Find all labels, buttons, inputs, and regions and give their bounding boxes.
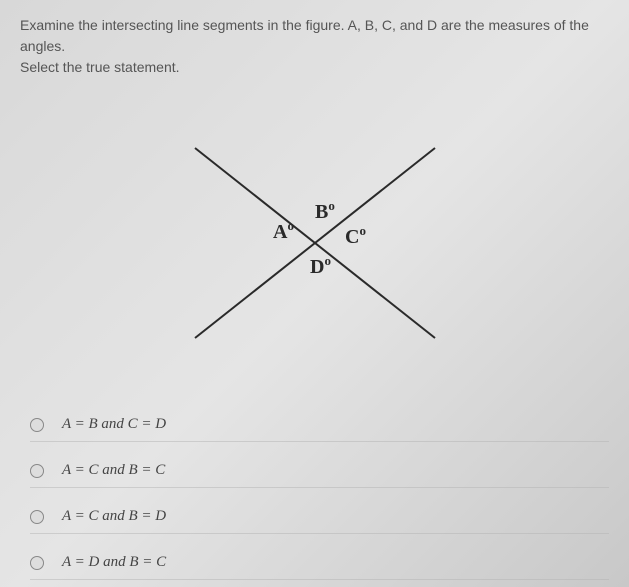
radio-icon[interactable] bbox=[30, 556, 44, 570]
angle-label-c: Co bbox=[345, 223, 366, 248]
option-row[interactable]: A = C and B = C bbox=[30, 454, 609, 488]
option-text: A = C and B = D bbox=[62, 508, 166, 525]
option-row[interactable]: A = D and B = C bbox=[30, 546, 609, 580]
option-row[interactable]: A = C and B = D bbox=[30, 500, 609, 534]
angle-label-b: Bo bbox=[315, 198, 335, 223]
option-row[interactable]: A = B and C = D bbox=[30, 408, 609, 442]
question-prompt: Examine the intersecting line segments i… bbox=[20, 15, 609, 78]
intersecting-lines-figure: Ao Bo Co Do bbox=[155, 108, 475, 368]
angle-label-d: Do bbox=[310, 253, 331, 278]
option-text: A = C and B = C bbox=[62, 462, 165, 479]
option-text: A = B and C = D bbox=[62, 416, 166, 433]
radio-icon[interactable] bbox=[30, 510, 44, 524]
question-line1: Examine the intersecting line segments i… bbox=[20, 17, 589, 54]
answer-options: A = B and C = D A = C and B = C A = C an… bbox=[20, 408, 609, 580]
option-text: A = D and B = C bbox=[62, 554, 166, 571]
radio-icon[interactable] bbox=[30, 418, 44, 432]
figure-area: Ao Bo Co Do bbox=[20, 98, 609, 378]
radio-icon[interactable] bbox=[30, 464, 44, 478]
question-line2: Select the true statement. bbox=[20, 59, 180, 75]
angle-label-a: Ao bbox=[273, 218, 294, 243]
